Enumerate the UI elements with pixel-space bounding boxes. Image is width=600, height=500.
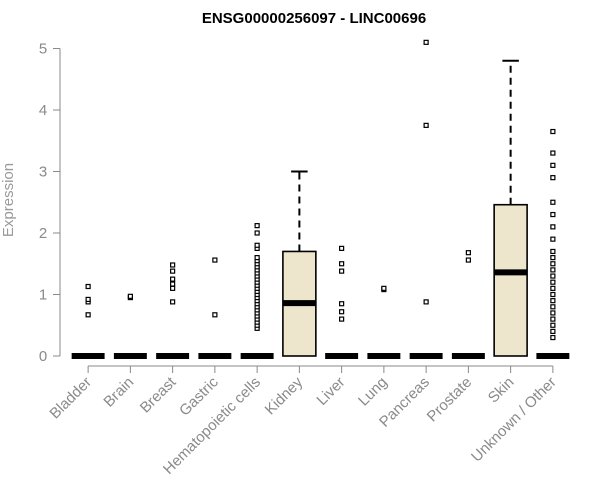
outlier-point [170,276,176,282]
outlier-point [423,299,429,305]
median-line [536,353,570,359]
x-tick-label: Kidney [262,373,307,418]
y-tick-label: 4 [39,102,47,119]
median-line [367,353,401,359]
x-tick-label: Lung [355,374,391,410]
outlier-point [550,316,556,322]
outlier-point [339,316,345,322]
outlier-point [423,122,429,128]
outlier-point [550,334,556,341]
outlier-point [339,261,345,267]
median-line [198,353,232,359]
x-tick-label: Liver [313,374,348,409]
median-line [113,353,147,359]
box-group [493,59,528,357]
box-group [409,39,443,359]
outlier-point [170,268,176,274]
outlier-point [85,296,91,303]
outlier-point [550,248,556,255]
median-line [451,353,485,359]
outlier-point [254,255,260,261]
outlier-point [550,273,556,279]
y-axis: 0 1 2 3 4 5 [39,41,61,365]
box-group [240,223,274,359]
outlier-point [339,301,345,307]
outlier-point [550,267,556,273]
y-tick-label: 2 [39,225,47,242]
median-line [494,269,528,276]
outlier-point [170,262,176,268]
box-group [282,170,317,357]
outlier-point [550,328,556,334]
outlier-point [127,293,133,299]
outlier-point [423,39,429,45]
outlier-point [339,245,345,251]
y-tick-label: 3 [39,164,47,181]
outlier-point [550,175,556,181]
outlier-point [550,211,556,218]
box-group [156,262,190,359]
outlier-point [85,312,91,318]
outlier-point [339,268,345,274]
outlier-point [212,257,218,263]
median-line [240,353,274,359]
outlier-point [254,242,260,248]
outlier-point [550,224,556,230]
x-tick-label: Skin [485,374,518,407]
outlier-point [550,261,556,267]
outlier-point [550,255,556,261]
box-body [493,203,528,357]
outlier-point [170,299,176,305]
outlier-point [550,199,556,205]
box-group [198,257,232,359]
outlier-point [550,236,556,242]
outlier-point [550,322,556,328]
outlier-point [170,285,176,291]
outlier-point [550,162,556,168]
x-tick-label: Bladder [46,374,95,423]
median-line [156,353,190,359]
outlier-point [170,281,176,287]
outlier-point [212,312,218,318]
median-line [325,353,359,359]
outlier-point [550,310,556,316]
median-line [71,353,105,359]
y-tick-label: 1 [39,287,47,304]
outlier-point [550,150,556,156]
box-group [325,245,359,359]
y-tick-label: 5 [39,41,47,58]
x-tick-label: Prostate [424,374,476,426]
chart-title: ENSG00000256097 - LINC00696 [202,10,426,27]
outlier-point [85,283,91,290]
x-tick-label: Brain [100,374,137,411]
outlier-point [465,250,471,256]
x-tick-label: Breast [137,373,180,416]
outlier-point [465,257,471,263]
outlier-point [254,223,260,229]
box-group [451,250,485,359]
outlier-point [381,285,387,291]
outlier-point [339,309,345,315]
box-group [367,285,401,359]
outlier-point [254,230,260,236]
outlier-point [550,291,556,298]
outlier-point [550,304,556,310]
outlier-point [550,279,556,285]
median-line [409,353,443,359]
box-group [536,128,570,359]
y-axis-label: Expression [0,163,17,237]
outlier-point [550,128,556,135]
outlier-point [550,298,556,304]
median-line [282,300,316,307]
box-series [71,39,570,359]
outlier-point [550,285,556,291]
box-group [113,293,147,359]
y-tick-label: 0 [39,348,47,365]
box-group [71,283,105,359]
